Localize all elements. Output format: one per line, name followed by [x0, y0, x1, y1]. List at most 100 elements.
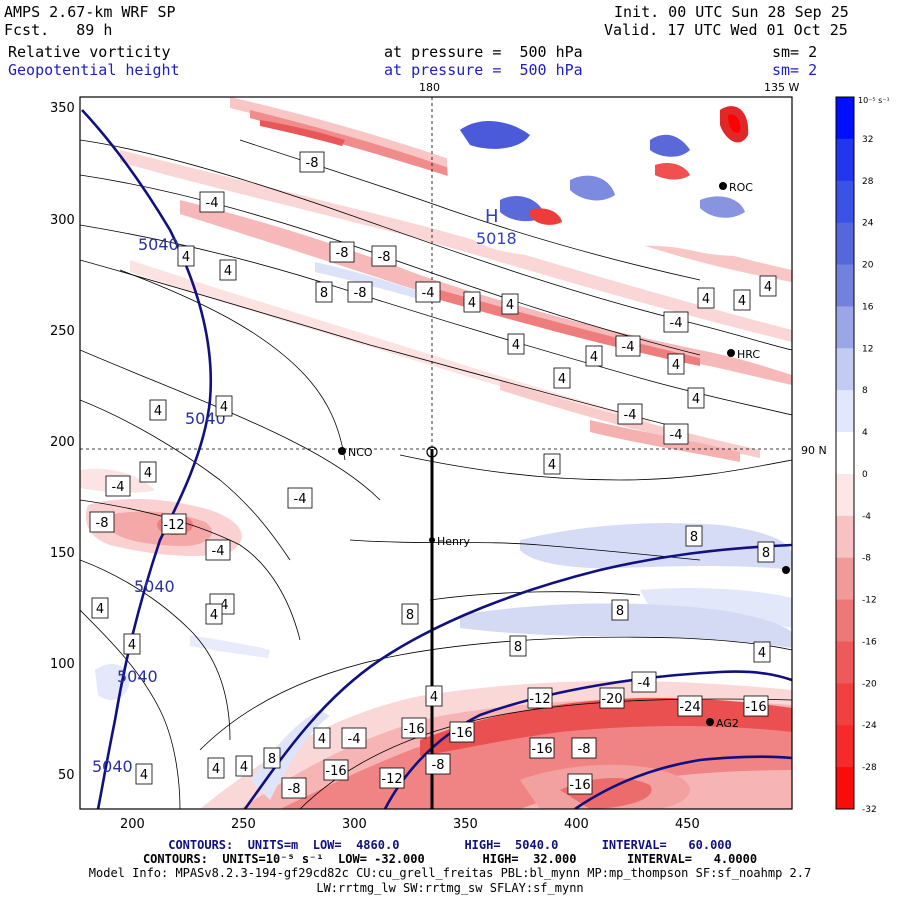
station-label-nco: NCO: [348, 446, 373, 459]
contour-label: -4: [348, 732, 361, 747]
contour-label: 4: [182, 250, 190, 265]
station-dot-hrc: [727, 349, 735, 357]
contour-label-box: [501, 293, 519, 315]
contour-label: 4: [692, 392, 700, 407]
contours-vorticity-info: CONTOURS: UNITS=10⁻⁵ s⁻¹ LOW= -32.000 HI…: [142, 852, 758, 866]
y-tick-label: 100: [50, 657, 75, 672]
lon-label-135w: 135 W: [764, 81, 799, 94]
station-markers: ROC HRC NCO Henry AG2: [338, 181, 790, 730]
contour-label: 8: [268, 752, 276, 767]
axis-labels: 350 300 250 200 150 100 50 200 250 300 3…: [50, 101, 700, 832]
field2-level: at pressure = 500 hPa: [384, 61, 583, 79]
colorbar-segment: [836, 599, 854, 642]
contour-label: -16: [403, 722, 424, 737]
contour-label-box: [685, 525, 703, 547]
station-dot-edge: [782, 566, 790, 574]
contour-label: -16: [451, 726, 472, 741]
contour-label: 4: [224, 264, 232, 279]
colorbar-segment: [836, 725, 854, 768]
colorbar-segment: [836, 767, 854, 810]
x-tick-label: 300: [342, 817, 367, 832]
contour-label: -12: [163, 518, 184, 533]
contour-label: 4: [738, 294, 746, 309]
colorbar-segment: [836, 306, 854, 349]
contour-label-box: [425, 753, 451, 775]
colorbar-tick-label: 12: [862, 344, 873, 354]
contour-label: -4: [670, 428, 683, 443]
contour-label: 8: [514, 640, 522, 655]
station-label-roc: ROC: [729, 181, 753, 194]
high-pressure-marker: H: [485, 206, 499, 227]
contour-label-box: [235, 755, 253, 777]
contour-label: -8: [96, 516, 109, 531]
station-label-henry: Henry: [437, 535, 471, 548]
contour-label-box: [759, 275, 777, 297]
height-contour-labels: 5040 5040 5040 5040 5040: [92, 235, 226, 776]
contour-label-box: [509, 635, 527, 657]
field1-level: at pressure = 500 hPa: [384, 43, 583, 61]
y-tick-label: 50: [58, 768, 75, 783]
contour-label: -8: [354, 286, 367, 301]
contour-label-box: [323, 759, 349, 781]
contour-label-box: [135, 763, 153, 785]
contour-label-box: [205, 603, 223, 625]
contour-label: -4: [294, 492, 307, 507]
contour-label-box: [617, 403, 643, 425]
y-tick-label: 350: [50, 101, 75, 116]
init-time: Init. 00 UTC Sun 28 Sep 25: [614, 3, 849, 21]
contour-label: 4: [512, 338, 520, 353]
height-label: 5040: [117, 667, 158, 686]
contour-label-box: [161, 513, 187, 535]
field2-name: Geopotential height: [8, 61, 180, 79]
contour-label-box: [567, 773, 593, 795]
contour-label-box: [611, 599, 629, 621]
model-info: Model Info: MPASv8.2.3-194-gf29cd82c CU:…: [88, 866, 812, 880]
contours-height-info: CONTOURS: UNITS=m LOW= 4860.0 HIGH= 5040…: [168, 838, 732, 852]
plot-frame: [79, 96, 793, 810]
contour-label: -20: [601, 692, 622, 707]
contour-label: -8: [288, 782, 301, 797]
colorbar-segment: [836, 138, 854, 182]
y-tick-label: 300: [50, 213, 75, 228]
high-pressure-value: 5018: [476, 229, 517, 248]
contour-label-box: [415, 281, 441, 303]
contour-label-box: [149, 399, 167, 421]
y-tick-label: 250: [50, 324, 75, 339]
contour-label-box: [329, 241, 355, 263]
colorbar-tick-label: 8: [862, 386, 868, 396]
contour-label: 4: [128, 638, 136, 653]
contour-label: -8: [578, 742, 591, 757]
contour-label: 8: [320, 286, 328, 301]
contour-label-box: [529, 737, 555, 759]
lon-label-180: 180: [419, 81, 440, 94]
contour-label-box: [287, 487, 313, 509]
contour-label: -4: [624, 408, 637, 423]
contour-label-box: [123, 633, 141, 655]
colorbar-segment: [836, 97, 854, 140]
contour-label-box: [733, 289, 751, 311]
station-dot-roc: [719, 182, 727, 190]
x-tick-label: 200: [120, 817, 145, 832]
contour-label-box: [753, 641, 771, 663]
contour-label: 8: [616, 604, 624, 619]
height-label: 5040: [138, 235, 179, 254]
station-dot-henry: [429, 537, 435, 543]
contour-label-box: [199, 191, 225, 213]
contour-label-box: [571, 737, 597, 759]
contour-label-box: [599, 687, 625, 709]
contour-label: -8: [306, 156, 319, 171]
y-tick-label: 150: [50, 546, 75, 561]
colorbar-tick-label: 28: [862, 177, 874, 187]
contour-label: -16: [569, 778, 590, 793]
colorbar-tick-label: -28: [862, 763, 877, 773]
map-annotations: 180 135 W 90 N: [419, 81, 827, 457]
contour-label: -4: [638, 676, 651, 691]
contour-label: -4: [212, 544, 225, 559]
contour-label: -4: [206, 196, 219, 211]
contour-label: 4: [702, 292, 710, 307]
colorbar-tick-label: -12: [862, 596, 877, 606]
contour-label: 4: [430, 690, 438, 705]
lat-label-90n: 90 N: [801, 444, 827, 457]
pole-marker: [426, 446, 438, 458]
